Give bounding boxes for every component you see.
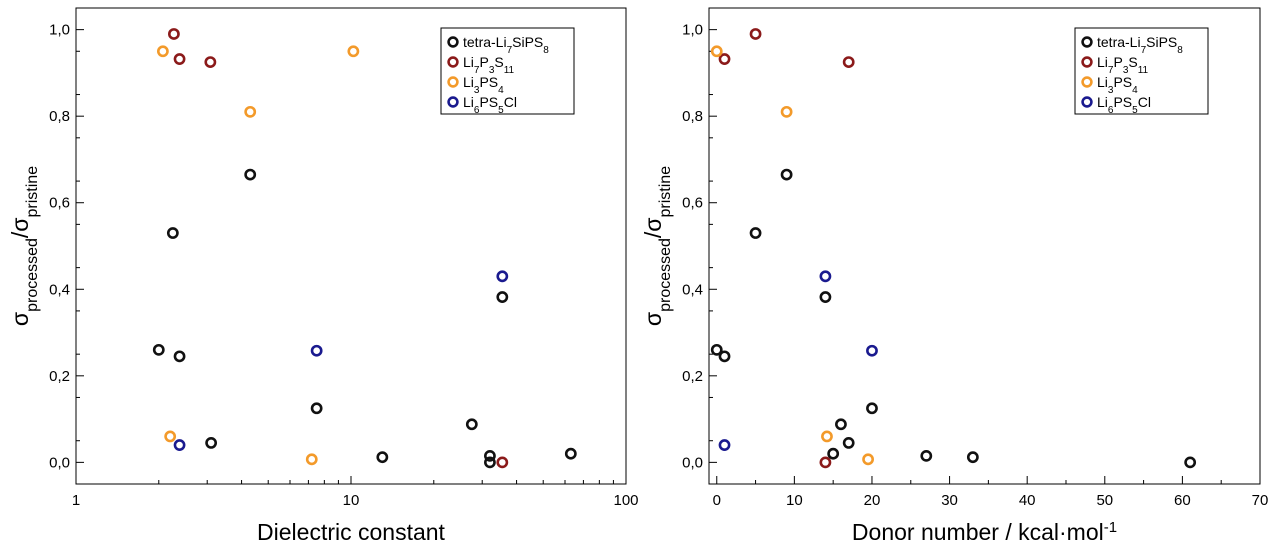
data-point-Li7P3S11 [718, 53, 731, 65]
y-tick-label: 1,0 [682, 22, 703, 39]
data-point-tetra-Li7SiPS8 [835, 418, 847, 431]
x-tick-label: 1 [72, 492, 80, 509]
data-point-tetra-Li7SiPS8 [966, 451, 979, 464]
y-axis-title: σprocessed/σpristine [7, 166, 41, 326]
x-tick-label: 20 [864, 492, 881, 509]
data-point-Li7P3S11 [749, 28, 762, 40]
data-point-tetra-Li7SiPS8 [310, 402, 323, 415]
x-axis-title: Dielectric constant [257, 519, 446, 545]
data-point-tetra-Li7SiPS8 [244, 168, 257, 181]
data-point-tetra-Li7SiPS8 [205, 436, 218, 449]
data-point-tetra-Li7SiPS8 [496, 291, 509, 303]
data-point-tetra-Li7SiPS8 [842, 436, 855, 449]
y-axis-title: σprocessed/σpristine [640, 166, 674, 326]
data-point-Li7P3S11 [819, 456, 832, 469]
x-tick-label: 100 [613, 492, 638, 509]
data-point-Li3PS4 [780, 105, 793, 118]
legend-label: tetra-Li7SiPS8 [1097, 34, 1183, 56]
data-point-Li3PS4 [821, 430, 833, 443]
x-tick-label: 50 [1096, 492, 1113, 509]
x-tick-label: 10 [343, 492, 360, 509]
legend-marker [447, 56, 459, 68]
data-point-tetra-Li7SiPS8 [780, 168, 793, 181]
data-point-tetra-Li7SiPS8 [710, 343, 723, 356]
y-tick-label: 0,4 [49, 281, 70, 298]
y-tick-label: 1,0 [49, 22, 70, 39]
legend-marker [447, 36, 459, 48]
x-tick-label: 70 [1252, 492, 1269, 509]
x-tick-label: 0 [713, 492, 721, 509]
data-point-tetra-Li7SiPS8 [866, 402, 878, 415]
y-tick-label: 0,2 [49, 368, 70, 385]
y-tick-label: 0,4 [682, 281, 703, 298]
y-tick-label: 0,0 [49, 454, 70, 471]
data-point-tetra-Li7SiPS8 [564, 447, 577, 460]
data-point-tetra-Li7SiPS8 [920, 449, 933, 462]
data-point-Li3PS4 [862, 453, 874, 466]
data-point-Li7P3S11 [168, 28, 180, 40]
legend-label: tetra-Li7SiPS8 [463, 34, 549, 56]
legend-box [1074, 27, 1209, 115]
legend-marker [1081, 36, 1093, 48]
y-tick-label: 0,2 [682, 368, 703, 385]
data-point-Li6PS5Cl [718, 439, 731, 451]
x-tick-label: 30 [941, 492, 958, 509]
data-point-Li3PS4 [244, 105, 257, 118]
data-point-Li7P3S11 [842, 56, 855, 68]
y-tick-label: 0,6 [49, 195, 70, 212]
x-tick-label: 10 [786, 492, 803, 509]
dielectric-constant-panel: 0,0 0,2 0,4 0,6 0,8 1,0 1 10 100 Dielectric const… [7, 7, 639, 545]
legend-label: Li7P3S11 [1097, 54, 1149, 76]
data-point-tetra-Li7SiPS8 [173, 350, 186, 363]
y-tick-label: 0,8 [682, 108, 703, 125]
y-tick-label: 0,6 [682, 195, 703, 212]
data-point-tetra-Li7SiPS8 [152, 343, 165, 356]
data-point-Li6PS5Cl [866, 344, 878, 357]
y-tick-label: 0,8 [49, 108, 70, 125]
data-point-Li7P3S11 [496, 456, 509, 469]
x-tick-label: 40 [1019, 492, 1036, 509]
data-point-Li3PS4 [164, 430, 177, 443]
data-point-Li3PS4 [156, 45, 169, 58]
legend-marker [1081, 76, 1093, 88]
legend-box [440, 27, 575, 115]
data-point-Li6PS5Cl [819, 270, 832, 283]
legend-marker [1081, 96, 1093, 108]
data-point-tetra-Li7SiPS8 [465, 418, 478, 431]
data-point-Li6PS5Cl [173, 439, 186, 451]
legend-label: Li3PS4 [1097, 74, 1138, 96]
data-point-Li7P3S11 [173, 53, 186, 65]
legend-label: Li6PS5Cl [1097, 94, 1151, 116]
x-tick-label: 60 [1174, 492, 1191, 509]
legend-label: Li7P3S11 [463, 54, 515, 76]
data-point-Li7P3S11 [204, 56, 217, 68]
legend-label: Li6PS5Cl [463, 94, 517, 116]
y-tick-label: 0,0 [682, 454, 703, 471]
legend-marker [447, 76, 459, 88]
donor-number-panel: 0,0 0,2 0,4 0,6 0,8 1,0 0 10 20 30 40 50 60 70 Donor n… [640, 7, 1269, 546]
data-point-tetra-Li7SiPS8 [484, 456, 496, 469]
data-point-tetra-Li7SiPS8 [484, 449, 496, 462]
data-point-tetra-Li7SiPS8 [1184, 456, 1197, 469]
x-axis-title: Donor number / kcal·mol-1 [852, 519, 1117, 546]
data-point-Li3PS4 [710, 45, 723, 58]
legend-marker [1081, 56, 1093, 68]
data-point-Li6PS5Cl [496, 270, 509, 283]
legend-marker [447, 96, 459, 108]
data-point-tetra-Li7SiPS8 [749, 227, 762, 239]
data-point-Li3PS4 [305, 453, 318, 466]
data-point-tetra-Li7SiPS8 [827, 447, 840, 460]
data-point-Li6PS5Cl [310, 344, 323, 357]
data-point-Li3PS4 [347, 45, 360, 58]
data-point-tetra-Li7SiPS8 [376, 451, 389, 464]
legend-label: Li3PS4 [463, 74, 504, 96]
plot-frame [708, 7, 1261, 485]
data-point-tetra-Li7SiPS8 [718, 350, 731, 363]
data-point-tetra-Li7SiPS8 [166, 227, 179, 239]
data-point-tetra-Li7SiPS8 [819, 291, 832, 303]
